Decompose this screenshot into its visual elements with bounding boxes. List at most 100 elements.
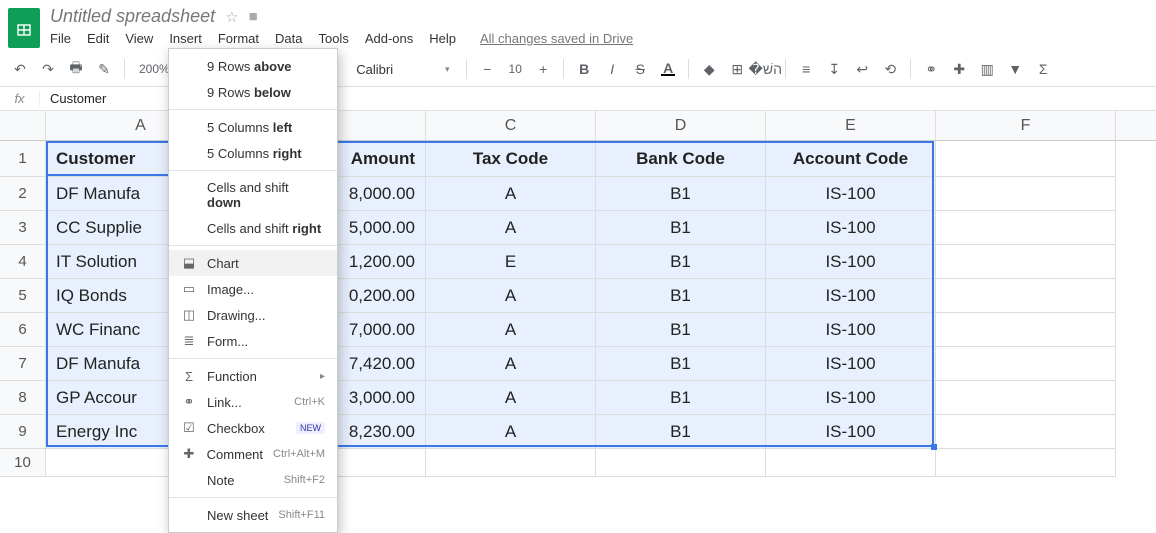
rowhdr-8[interactable]: 8 xyxy=(0,381,46,415)
colhdr-C[interactable]: C xyxy=(426,111,596,140)
font-select-chevron-icon[interactable]: ▾ xyxy=(434,56,458,82)
wrap-icon[interactable]: ↩ xyxy=(850,56,874,82)
rowhdr-7[interactable]: 7 xyxy=(0,347,46,381)
cell-D2[interactable]: B1 xyxy=(596,177,766,211)
cell-E2[interactable]: IS-100 xyxy=(766,177,936,211)
menu-cols-left[interactable]: 5 Columns left xyxy=(169,114,337,140)
cell-C10[interactable] xyxy=(426,449,596,477)
h-align-icon[interactable]: ≡ xyxy=(794,56,818,82)
menu-form[interactable]: ≣Form... xyxy=(169,328,337,354)
menu-edit[interactable]: Edit xyxy=(87,31,109,46)
cell-E4[interactable]: IS-100 xyxy=(766,245,936,279)
select-all-corner[interactable] xyxy=(0,111,46,141)
menu-rows-above[interactable]: 9 Rows above xyxy=(169,53,337,79)
menu-new-sheet[interactable]: New sheetShift+F11 xyxy=(169,502,337,528)
rowhdr-9[interactable]: 9 xyxy=(0,415,46,449)
font-size-increase[interactable]: + xyxy=(531,56,555,82)
italic-button[interactable]: I xyxy=(600,56,624,82)
undo-icon[interactable]: ↶ xyxy=(8,56,32,82)
link-icon[interactable]: ⚭ xyxy=(919,56,943,82)
cell-C4[interactable]: E xyxy=(426,245,596,279)
bold-button[interactable]: B xyxy=(572,56,596,82)
colhdr-F[interactable]: F xyxy=(936,111,1116,140)
rowhdr-3[interactable]: 3 xyxy=(0,211,46,245)
menu-drawing[interactable]: ◫Drawing... xyxy=(169,302,337,328)
cell-C9[interactable]: A xyxy=(426,415,596,449)
cell-D9[interactable]: B1 xyxy=(596,415,766,449)
menu-chart[interactable]: ⬓Chart xyxy=(169,250,337,276)
menu-comment[interactable]: ✚CommentCtrl+Alt+M xyxy=(169,441,337,467)
doc-title[interactable]: Untitled spreadsheet xyxy=(50,6,215,27)
merge-icon[interactable]: �השׁ xyxy=(753,56,777,82)
cell-D7[interactable]: B1 xyxy=(596,347,766,381)
menu-function[interactable]: ΣFunction▸ xyxy=(169,363,337,389)
menu-help[interactable]: Help xyxy=(429,31,456,46)
cell-D3[interactable]: B1 xyxy=(596,211,766,245)
cell-D5[interactable]: B1 xyxy=(596,279,766,313)
rowhdr-5[interactable]: 5 xyxy=(0,279,46,313)
menu-insert[interactable]: Insert xyxy=(169,31,202,46)
cell-D4[interactable]: B1 xyxy=(596,245,766,279)
cell-E7[interactable]: IS-100 xyxy=(766,347,936,381)
cell-F10[interactable] xyxy=(936,449,1116,477)
rowhdr-1[interactable]: 1 xyxy=(0,141,46,177)
menu-format[interactable]: Format xyxy=(218,31,259,46)
strike-button[interactable]: S xyxy=(628,56,652,82)
font-size-decrease[interactable]: − xyxy=(475,56,499,82)
cell-F7[interactable] xyxy=(936,347,1116,381)
cell-D6[interactable]: B1 xyxy=(596,313,766,347)
font-select[interactable]: Calibri xyxy=(350,62,430,77)
print-icon[interactable]: 🖶 xyxy=(64,56,88,82)
cell-E8[interactable]: IS-100 xyxy=(766,381,936,415)
cell-C2[interactable]: A xyxy=(426,177,596,211)
rowhdr-10[interactable]: 10 xyxy=(0,449,46,477)
cell-D8[interactable]: B1 xyxy=(596,381,766,415)
star-icon[interactable]: ☆ xyxy=(225,8,238,26)
colhdr-E[interactable]: E xyxy=(766,111,936,140)
cell-F3[interactable] xyxy=(936,211,1116,245)
menu-file[interactable]: File xyxy=(50,31,71,46)
cell-C5[interactable]: A xyxy=(426,279,596,313)
sheets-app-icon[interactable] xyxy=(8,8,40,48)
filter-icon[interactable]: ▼ xyxy=(1003,56,1027,82)
cell-F2[interactable] xyxy=(936,177,1116,211)
menu-rows-below[interactable]: 9 Rows below xyxy=(169,79,337,105)
cell-E6[interactable]: IS-100 xyxy=(766,313,936,347)
cell-E9[interactable]: IS-100 xyxy=(766,415,936,449)
cell-F5[interactable] xyxy=(936,279,1116,313)
cell-C1[interactable]: Tax Code xyxy=(426,141,596,177)
menu-checkbox[interactable]: ☑CheckboxNEW xyxy=(169,415,337,441)
menu-cells-shift-right[interactable]: Cells and shift right xyxy=(169,215,337,241)
cell-F8[interactable] xyxy=(936,381,1116,415)
menu-image[interactable]: ▭Image... xyxy=(169,276,337,302)
cell-E5[interactable]: IS-100 xyxy=(766,279,936,313)
chart-icon[interactable]: ▥ xyxy=(975,56,999,82)
menu-data[interactable]: Data xyxy=(275,31,302,46)
folder-icon[interactable]: ■ xyxy=(249,8,258,25)
cell-D10[interactable] xyxy=(596,449,766,477)
functions-icon[interactable]: Σ xyxy=(1031,56,1055,82)
menu-tools[interactable]: Tools xyxy=(318,31,348,46)
cell-C6[interactable]: A xyxy=(426,313,596,347)
cell-F9[interactable] xyxy=(936,415,1116,449)
rowhdr-2[interactable]: 2 xyxy=(0,177,46,211)
colhdr-D[interactable]: D xyxy=(596,111,766,140)
rowhdr-4[interactable]: 4 xyxy=(0,245,46,279)
text-color-button[interactable]: A xyxy=(656,56,680,82)
menu-cols-right[interactable]: 5 Columns right xyxy=(169,140,337,166)
cell-E1[interactable]: Account Code xyxy=(766,141,936,177)
rotate-icon[interactable]: ⟲ xyxy=(878,56,902,82)
cell-D1[interactable]: Bank Code xyxy=(596,141,766,177)
redo-icon[interactable]: ↷ xyxy=(36,56,60,82)
menu-view[interactable]: View xyxy=(125,31,153,46)
cell-E3[interactable]: IS-100 xyxy=(766,211,936,245)
cell-C3[interactable]: A xyxy=(426,211,596,245)
cell-F1[interactable] xyxy=(936,141,1116,177)
borders-icon[interactable]: ⊞ xyxy=(725,56,749,82)
cell-F4[interactable] xyxy=(936,245,1116,279)
font-size-value[interactable]: 10 xyxy=(503,62,527,76)
v-align-icon[interactable]: ↧ xyxy=(822,56,846,82)
menu-cells-shift-down[interactable]: Cells and shift down xyxy=(169,175,337,215)
comment-icon[interactable]: ✚ xyxy=(947,56,971,82)
cell-C7[interactable]: A xyxy=(426,347,596,381)
